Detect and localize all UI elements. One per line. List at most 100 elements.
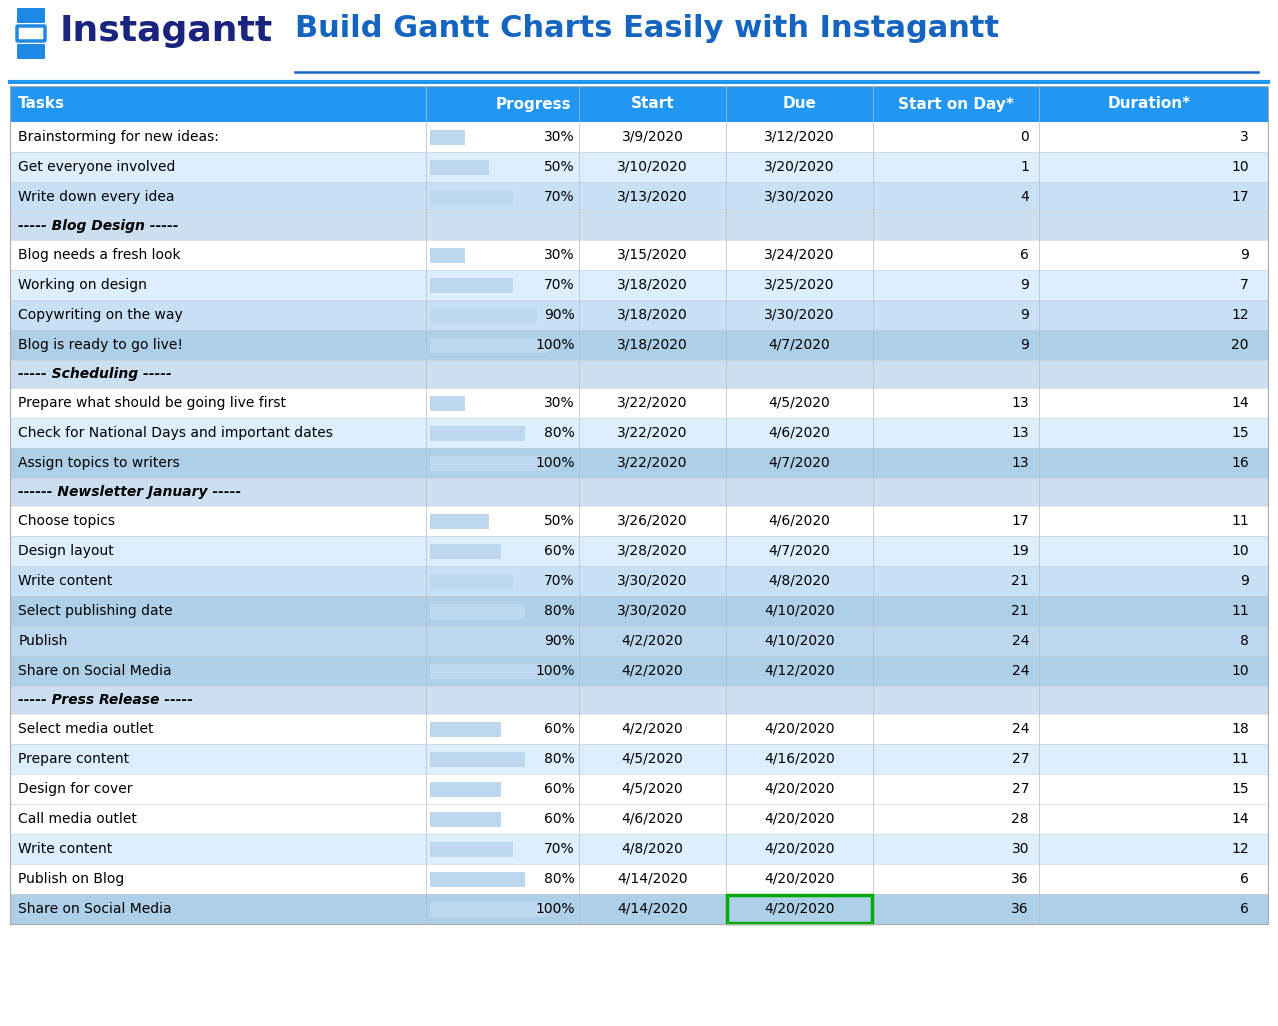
Bar <box>10 596 1268 626</box>
Text: 3/26/2020: 3/26/2020 <box>617 514 688 528</box>
Text: 4/20/2020: 4/20/2020 <box>764 782 835 796</box>
Text: 4/10/2020: 4/10/2020 <box>764 634 835 648</box>
Text: 12: 12 <box>1231 842 1249 856</box>
Text: 9: 9 <box>1020 308 1029 322</box>
Text: ----- Scheduling -----: ----- Scheduling ----- <box>18 367 173 381</box>
Bar <box>10 86 1268 122</box>
FancyBboxPatch shape <box>17 44 45 60</box>
Text: 3/30/2020: 3/30/2020 <box>617 604 688 618</box>
Text: Call media outlet: Call media outlet <box>18 812 137 826</box>
Bar <box>429 574 514 589</box>
Text: Instagantt: Instagantt <box>60 14 273 48</box>
Text: 19: 19 <box>1011 544 1029 558</box>
Text: 70%: 70% <box>544 278 575 292</box>
Text: 6: 6 <box>1240 872 1249 886</box>
Bar <box>429 308 537 322</box>
Text: Check for National Days and important dates: Check for National Days and important da… <box>18 426 334 440</box>
Bar <box>10 330 1268 360</box>
Text: 4/20/2020: 4/20/2020 <box>764 842 835 856</box>
Text: 3/24/2020: 3/24/2020 <box>764 248 835 262</box>
Bar <box>429 782 501 796</box>
Text: 9: 9 <box>1020 338 1029 352</box>
FancyBboxPatch shape <box>17 26 45 41</box>
Text: 3/22/2020: 3/22/2020 <box>617 426 688 440</box>
Bar <box>429 633 537 648</box>
Text: 4/7/2020: 4/7/2020 <box>768 456 831 470</box>
Text: 4/7/2020: 4/7/2020 <box>768 338 831 352</box>
Text: 4/5/2020: 4/5/2020 <box>768 396 831 410</box>
Text: 4/10/2020: 4/10/2020 <box>764 604 835 618</box>
Bar <box>10 270 1268 300</box>
Text: 4/6/2020: 4/6/2020 <box>768 426 831 440</box>
Text: 4/6/2020: 4/6/2020 <box>621 812 684 826</box>
Text: 70%: 70% <box>544 574 575 588</box>
Text: 3/28/2020: 3/28/2020 <box>617 544 688 558</box>
Text: 3/30/2020: 3/30/2020 <box>764 190 835 204</box>
Text: 7: 7 <box>1240 278 1249 292</box>
Text: 3/30/2020: 3/30/2020 <box>617 574 688 588</box>
Bar <box>10 864 1268 894</box>
Text: 4/14/2020: 4/14/2020 <box>617 872 688 886</box>
Bar <box>10 774 1268 804</box>
Bar <box>10 626 1268 656</box>
Text: 60%: 60% <box>544 544 575 558</box>
Text: 13: 13 <box>1011 396 1029 410</box>
Text: 60%: 60% <box>544 812 575 826</box>
Text: 30%: 30% <box>544 396 575 410</box>
Text: Tasks: Tasks <box>18 96 65 112</box>
Bar <box>10 656 1268 686</box>
Text: Brainstorming for new ideas:: Brainstorming for new ideas: <box>18 130 219 144</box>
Bar <box>10 300 1268 330</box>
Text: Publish: Publish <box>18 634 68 648</box>
Bar <box>429 513 489 528</box>
Text: 6: 6 <box>1020 248 1029 262</box>
Text: 4/8/2020: 4/8/2020 <box>621 842 684 856</box>
Bar <box>10 240 1268 270</box>
Text: Due: Due <box>782 96 817 112</box>
Text: 10: 10 <box>1231 544 1249 558</box>
Text: 36: 36 <box>1011 872 1029 886</box>
Text: 4/20/2020: 4/20/2020 <box>764 812 835 826</box>
Text: 4/20/2020: 4/20/2020 <box>764 872 835 886</box>
Text: 4/12/2020: 4/12/2020 <box>764 664 835 678</box>
Text: 4/5/2020: 4/5/2020 <box>621 782 684 796</box>
Text: 4/2/2020: 4/2/2020 <box>621 664 684 678</box>
Bar <box>10 834 1268 864</box>
Bar <box>10 506 1268 536</box>
Text: 3/13/2020: 3/13/2020 <box>617 190 688 204</box>
Text: Publish on Blog: Publish on Blog <box>18 872 124 886</box>
Bar <box>429 841 514 857</box>
Bar <box>429 812 501 827</box>
Text: 3/18/2020: 3/18/2020 <box>617 278 688 292</box>
Text: 30%: 30% <box>544 130 575 144</box>
Text: 9: 9 <box>1240 248 1249 262</box>
Text: 60%: 60% <box>544 782 575 796</box>
Text: 4/14/2020: 4/14/2020 <box>617 902 688 916</box>
Text: 24: 24 <box>1011 634 1029 648</box>
Text: Assign topics to writers: Assign topics to writers <box>18 456 180 470</box>
Bar <box>429 426 525 440</box>
Bar <box>10 714 1268 744</box>
Text: 90%: 90% <box>544 308 575 322</box>
Bar <box>429 603 525 619</box>
Text: 80%: 80% <box>544 604 575 618</box>
Text: 4/20/2020: 4/20/2020 <box>764 722 835 736</box>
Text: 100%: 100% <box>535 456 575 470</box>
Text: 27: 27 <box>1011 752 1029 766</box>
Bar <box>10 388 1268 418</box>
Text: 20: 20 <box>1231 338 1249 352</box>
Text: ------ Newsletter January -----: ------ Newsletter January ----- <box>18 485 242 499</box>
Text: 70%: 70% <box>544 842 575 856</box>
Text: 24: 24 <box>1011 722 1029 736</box>
Bar <box>10 122 1268 152</box>
Text: 60%: 60% <box>544 722 575 736</box>
Text: 10: 10 <box>1231 160 1249 174</box>
Bar <box>429 664 550 678</box>
Text: 70%: 70% <box>544 190 575 204</box>
Bar <box>429 190 514 204</box>
Bar <box>429 871 525 886</box>
Text: 3/9/2020: 3/9/2020 <box>621 130 684 144</box>
Bar <box>10 86 1268 924</box>
Text: 4/16/2020: 4/16/2020 <box>764 752 835 766</box>
Bar <box>10 686 1268 714</box>
